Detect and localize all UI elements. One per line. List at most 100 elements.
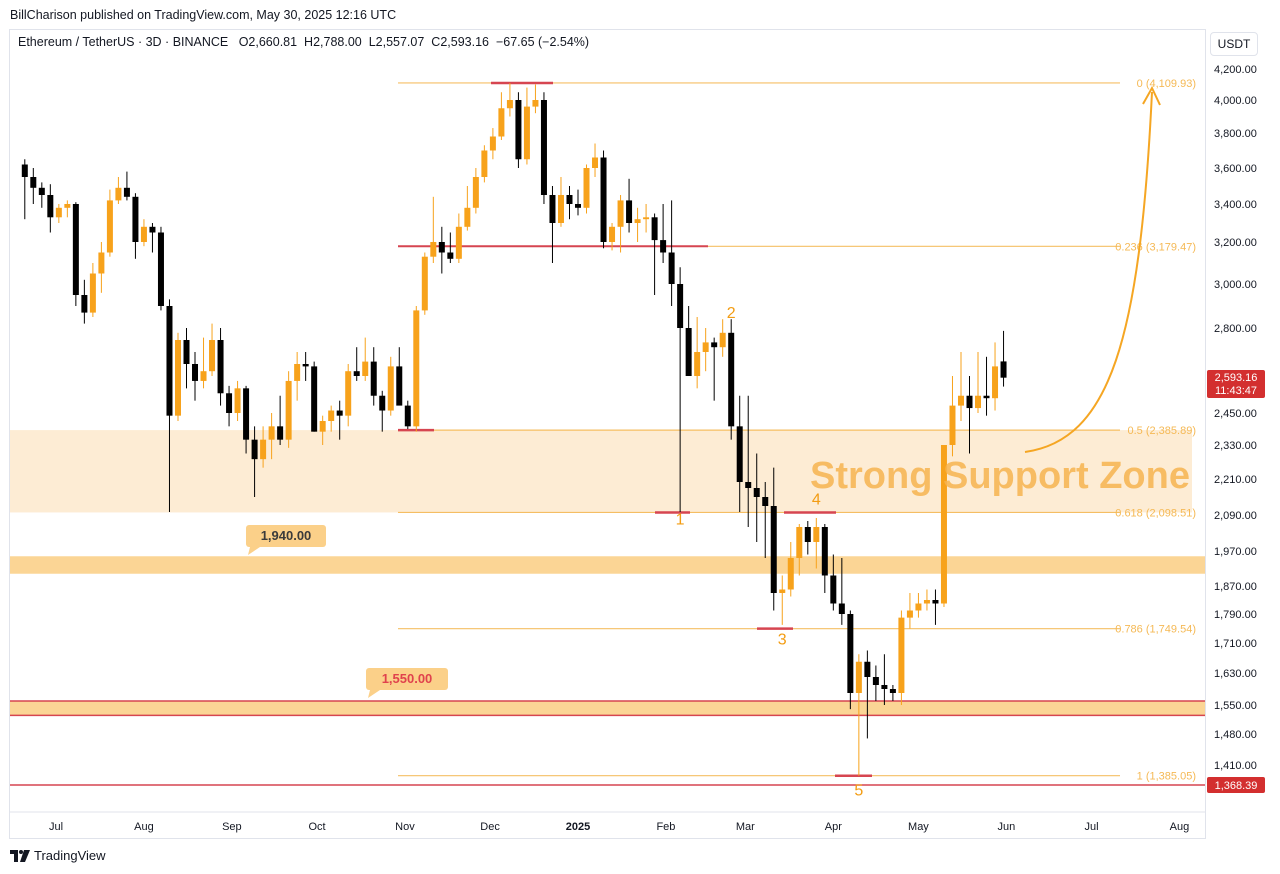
- y-tick-19: 1,480.00: [1214, 729, 1257, 741]
- y-tick-15: 1,790.00: [1214, 609, 1257, 621]
- last-price-value: 2,593.16: [1215, 372, 1258, 384]
- candle-body: [464, 207, 471, 227]
- candle-body: [864, 661, 871, 677]
- candle-body: [430, 242, 437, 257]
- symbol-name[interactable]: Ethereum / TetherUS · 3D · BINANCE: [18, 35, 229, 49]
- y-tick-20: 1,410.00: [1214, 760, 1257, 772]
- y-tick-2: 3,800.00: [1214, 128, 1257, 140]
- candle-body: [966, 395, 973, 409]
- close-value: 2,593.16: [440, 35, 489, 49]
- candle-body: [685, 328, 692, 376]
- candle-body: [711, 342, 718, 348]
- high-value: 2,788.00: [313, 35, 362, 49]
- red-line-price-value: 1,368.39: [1215, 780, 1258, 792]
- candle-body: [268, 426, 275, 440]
- candle-body: [651, 217, 658, 241]
- footer-brand[interactable]: TradingView: [34, 848, 106, 863]
- x-tick-2: Sep: [222, 821, 242, 833]
- candle-body: [481, 150, 488, 177]
- candle-body: [923, 600, 930, 604]
- open-key: O: [238, 35, 249, 49]
- candle-body: [140, 226, 147, 242]
- projection-arrow: [1024, 91, 1153, 453]
- currency-selector[interactable]: USDT: [1210, 32, 1258, 56]
- candle-body: [677, 284, 684, 328]
- candle-body: [379, 395, 386, 411]
- candle-body: [455, 226, 462, 259]
- candle-body: [209, 340, 216, 372]
- candle-body: [302, 364, 309, 367]
- candle-body: [557, 195, 564, 223]
- candle-body: [745, 482, 752, 488]
- callout-label-0: 1,940.00: [261, 528, 312, 543]
- candle-body: [489, 136, 496, 151]
- zone-band-1940: [10, 556, 1205, 574]
- candle-body: [353, 371, 360, 376]
- candle-body: [523, 106, 530, 160]
- candle-body: [166, 306, 173, 416]
- candle-body: [728, 332, 735, 427]
- fib-label-1: 0.236 (3,179.47): [1115, 241, 1196, 253]
- candle-body: [413, 310, 420, 427]
- x-tick-9: Apr: [825, 821, 842, 833]
- candle-body: [38, 187, 45, 195]
- candle-body: [506, 100, 513, 109]
- wave-label-1: 1: [676, 511, 685, 528]
- callout-pointer-0: [248, 547, 260, 555]
- y-tick-3: 3,600.00: [1214, 163, 1257, 175]
- candle-body: [889, 689, 896, 693]
- candle-body: [311, 366, 318, 432]
- y-tick-1: 4,000.00: [1214, 95, 1257, 107]
- y-tick-13: 1,970.00: [1214, 546, 1257, 558]
- zone-strong-support: [10, 430, 1192, 513]
- candle-body: [940, 445, 947, 604]
- candle-body: [872, 677, 879, 685]
- candle-body: [626, 200, 633, 223]
- candle-body: [1000, 361, 1007, 378]
- fib-label-2: 0.5 (2,385.89): [1128, 425, 1197, 437]
- candle-body: [21, 164, 28, 177]
- x-tick-12: Jul: [1084, 821, 1098, 833]
- open-value: 2,660.81: [248, 35, 298, 49]
- candle-body: [192, 364, 199, 381]
- y-tick-10: 2,330.00: [1214, 440, 1257, 452]
- wave-label-5: 5: [854, 783, 863, 800]
- candle-body: [540, 100, 547, 195]
- x-tick-11: Jun: [998, 821, 1016, 833]
- price-axis-divider: [1205, 29, 1206, 839]
- candle-body: [336, 410, 343, 416]
- candle-body: [421, 256, 428, 311]
- candle-body: [515, 100, 522, 160]
- candle-body: [881, 685, 888, 689]
- x-tick-10: May: [908, 821, 929, 833]
- candle-body: [762, 497, 769, 506]
- candle-body: [549, 195, 556, 223]
- candle-body: [770, 506, 777, 593]
- projection-arrow-head: [1142, 85, 1161, 106]
- candle-body: [600, 157, 607, 242]
- candle-body: [830, 575, 837, 604]
- candle-body: [387, 366, 394, 411]
- countdown-value: 11:43:47: [1215, 385, 1257, 397]
- candle-body: [592, 157, 599, 168]
- fib-label-4: 0.786 (1,749.54): [1115, 624, 1196, 636]
- candle-body: [251, 439, 258, 460]
- change-value: −67.65 (−2.54%): [495, 35, 590, 49]
- candle-body: [787, 558, 794, 590]
- candle-body: [617, 200, 624, 227]
- y-tick-7: 2,800.00: [1214, 323, 1257, 335]
- candle-body: [226, 393, 233, 413]
- candle-body: [575, 204, 581, 208]
- close-key: C: [431, 35, 441, 49]
- last-price-tag: [1207, 370, 1265, 398]
- candle-body: [234, 388, 241, 413]
- candle-body: [736, 426, 743, 482]
- wave-label-3: 3: [778, 632, 787, 649]
- candle-body: [285, 380, 292, 440]
- fib-label-0: 0 (4,109.93): [1137, 78, 1196, 90]
- candle-body: [55, 207, 62, 218]
- red-line-price-tag: [1207, 777, 1265, 793]
- candle-body: [72, 204, 79, 295]
- candle-body: [566, 195, 573, 204]
- fib-label-3: 0.618 (2,098.51): [1115, 507, 1196, 519]
